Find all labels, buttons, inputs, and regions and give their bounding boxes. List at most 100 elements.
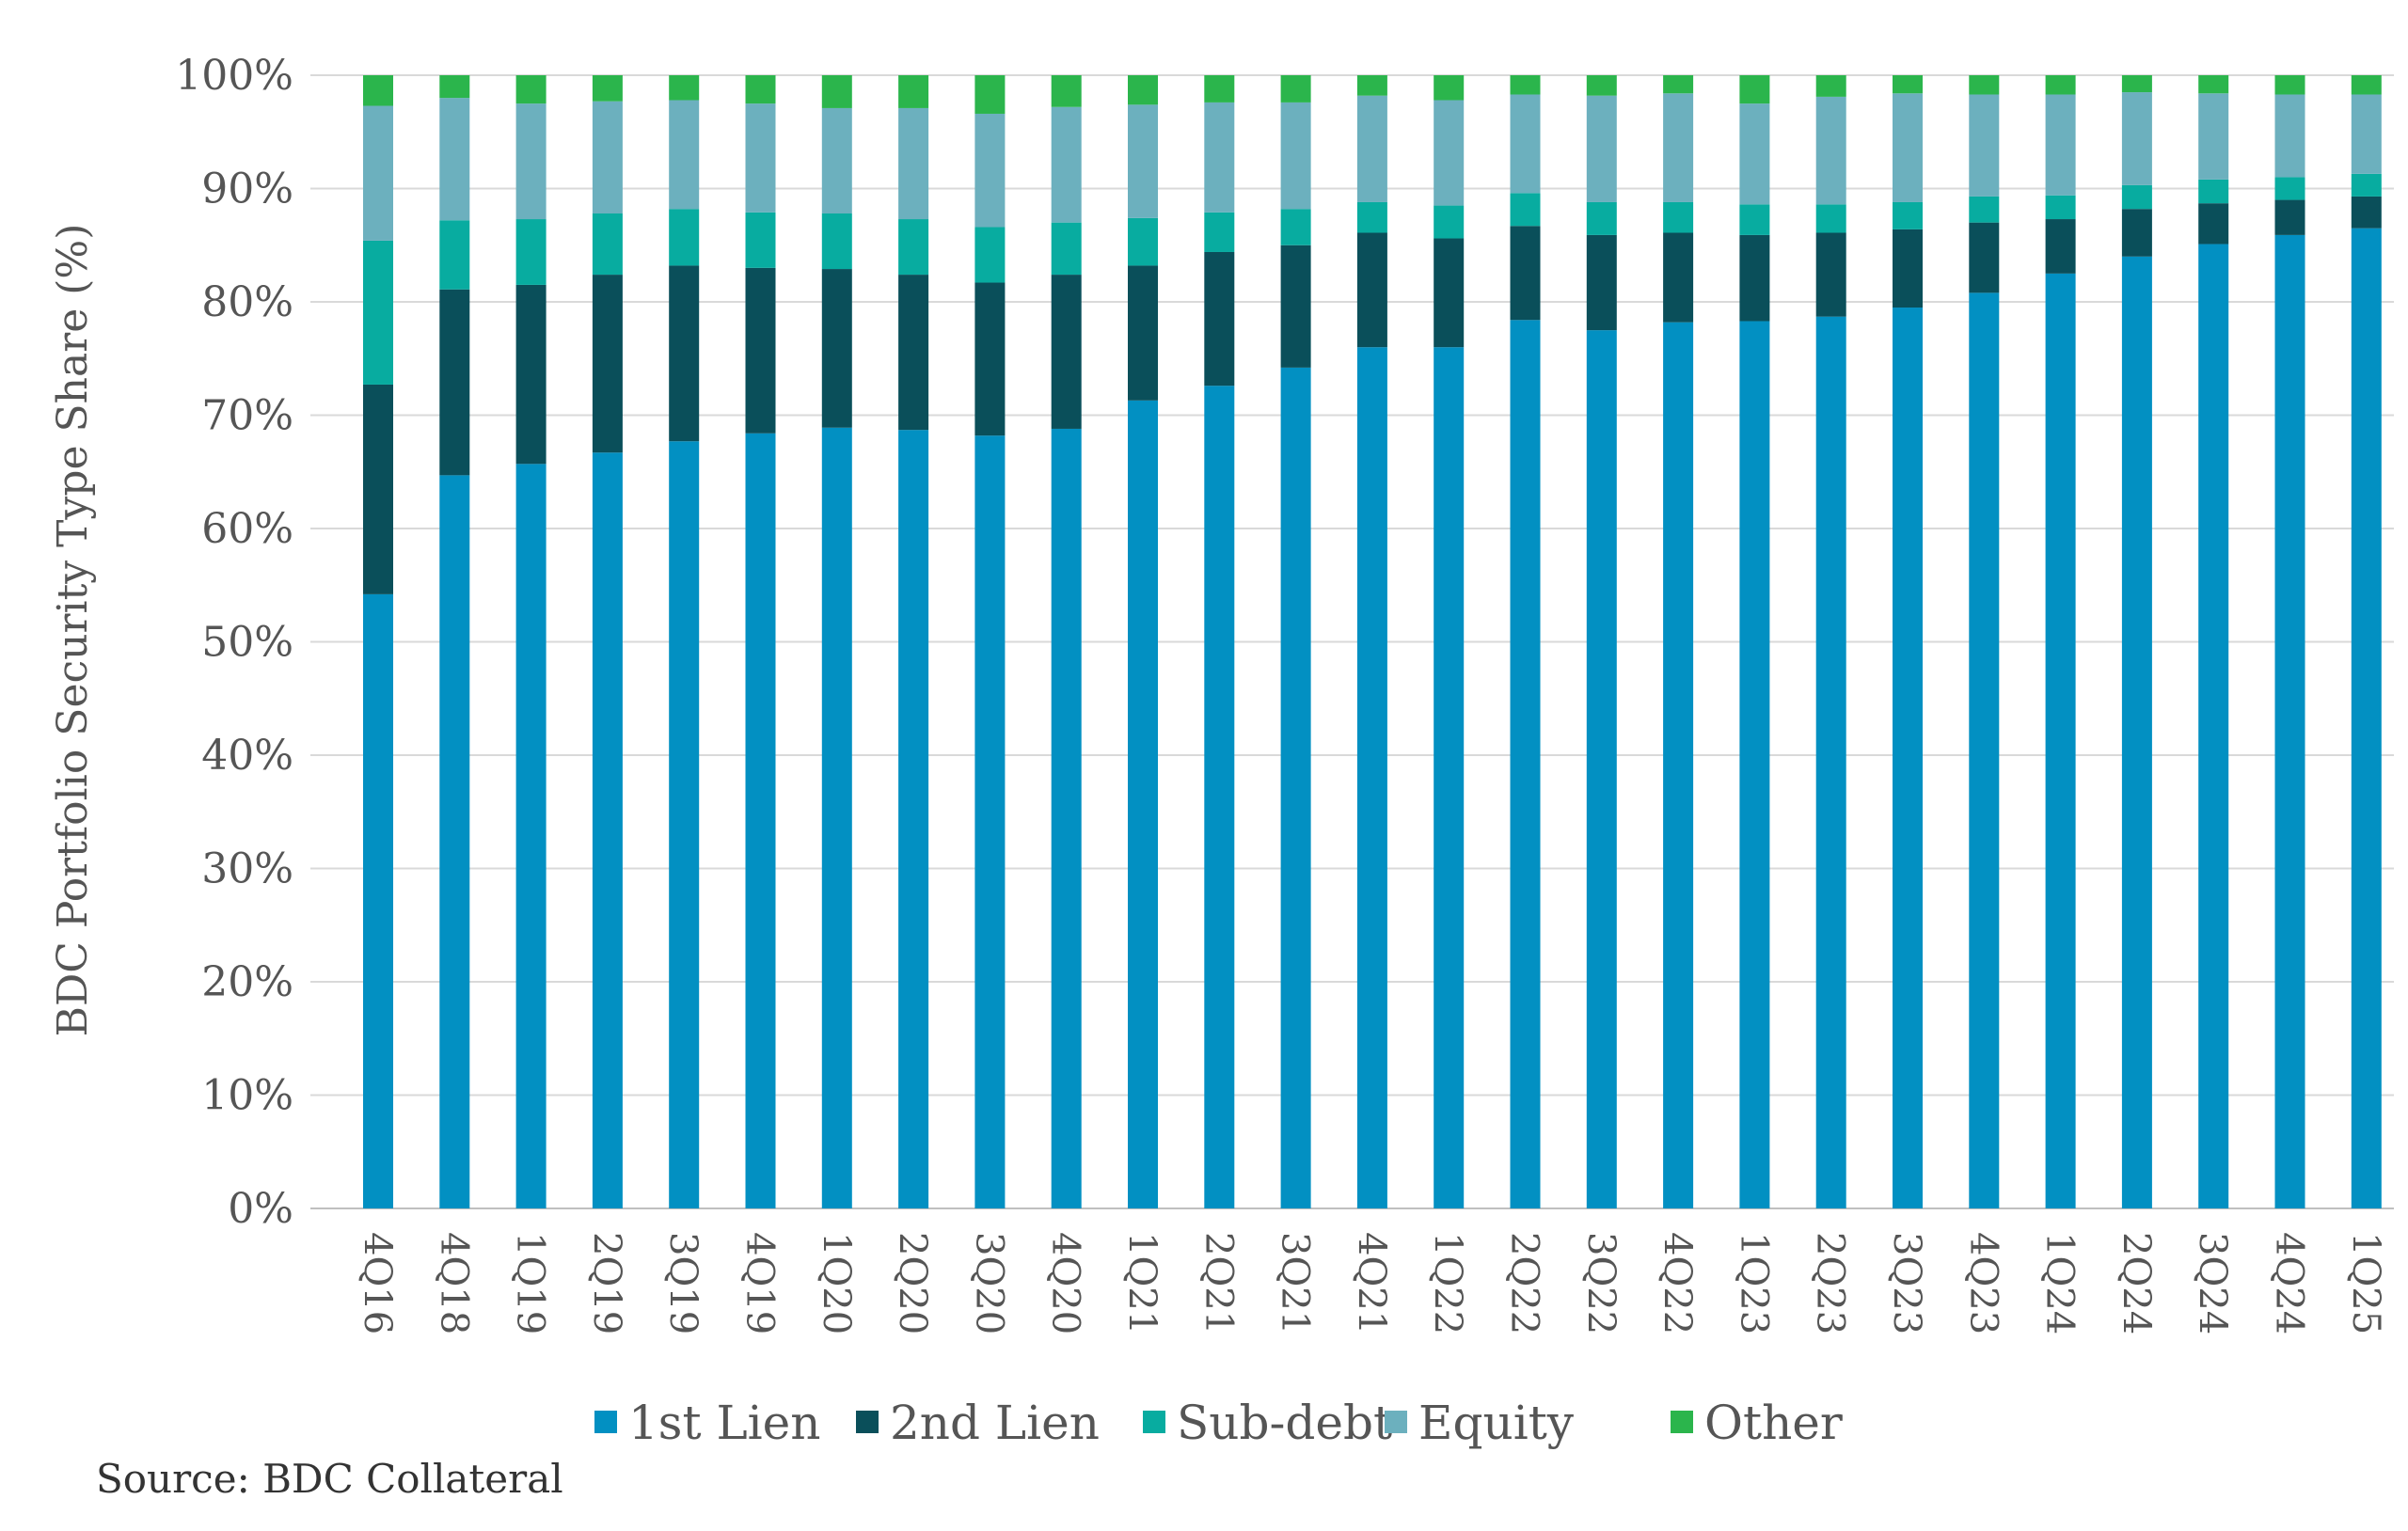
bar-segment	[1510, 75, 1541, 95]
bar-segment	[1969, 222, 2000, 293]
bar-segment	[1739, 321, 1770, 1208]
x-tick-label: 1Q25	[2344, 1232, 2387, 1334]
bar-segment	[1204, 251, 1235, 387]
x-tick-label: 1Q22	[1426, 1232, 1469, 1334]
bar-segment	[974, 227, 1006, 283]
x-tick-label: 1Q20	[815, 1232, 858, 1334]
bar-segment	[1128, 217, 1158, 266]
legend: 1st Lien 2nd Lien Sub-debt Equity Other	[594, 1396, 1843, 1450]
bar-segment	[974, 282, 1006, 436]
bar-segment	[515, 75, 547, 104]
bar-segment	[1893, 75, 1923, 94]
bar-segment	[1739, 204, 1770, 235]
bar-segment	[1356, 201, 1387, 233]
bar-segment	[1434, 205, 1465, 239]
bar-segment	[1739, 234, 1770, 322]
x-tick-label: 2Q22	[1503, 1232, 1546, 1334]
x-tick-label: 4Q23	[1961, 1232, 2004, 1334]
bar-segment	[2274, 234, 2305, 1208]
bar-segment	[1893, 308, 1923, 1208]
bar-segment	[2274, 75, 2305, 95]
bar-segment	[2351, 196, 2382, 229]
y-tick-label: 50%	[201, 619, 293, 667]
bar-segment	[1586, 95, 1617, 202]
bars	[363, 75, 2382, 1209]
bar-segment	[2198, 179, 2229, 204]
legend-swatch	[594, 1411, 617, 1433]
bar-segment	[1128, 104, 1158, 218]
bar-segment	[1586, 234, 1617, 331]
bar-segment	[974, 75, 1006, 114]
x-tick-label: 4Q24	[2268, 1232, 2311, 1334]
x-tick-label: 2Q23	[1809, 1232, 1852, 1334]
y-axis-title: BDC Portfolio Security Type Share (%)	[49, 224, 97, 1037]
bar-segment	[2045, 75, 2076, 95]
bar-segment	[669, 209, 700, 266]
legend-swatch	[1143, 1411, 1165, 1433]
bar-segment	[974, 435, 1006, 1208]
bar-segment	[2198, 244, 2229, 1208]
bar-segment	[2121, 184, 2152, 210]
bar-segment	[439, 289, 470, 476]
x-tick-label: 4Q20	[1044, 1232, 1087, 1334]
y-tick-label: 0%	[228, 1185, 293, 1233]
bar-segment	[2121, 256, 2152, 1208]
x-tick-label: 3Q24	[2191, 1232, 2234, 1334]
y-tick-label: 20%	[201, 958, 293, 1006]
x-tick-label: 3Q22	[1579, 1232, 1623, 1334]
bar-segment	[592, 213, 623, 276]
bar-segment	[515, 219, 547, 285]
legend-label: 2nd Lien	[890, 1396, 1100, 1450]
legend-label: 1st Lien	[628, 1396, 820, 1450]
bar-segment	[515, 464, 547, 1208]
bar-segment	[745, 103, 776, 213]
bar-segment	[669, 441, 700, 1209]
bar-segment	[363, 105, 393, 241]
bar-segment	[1051, 75, 1082, 107]
bar-segment	[1586, 201, 1617, 235]
bar-segment	[1969, 94, 2000, 197]
bar-segment	[1663, 232, 1694, 323]
bar-segment	[515, 103, 547, 220]
bar-segment	[1051, 106, 1082, 223]
bar-segment	[2351, 228, 2382, 1208]
bar-segment	[1204, 386, 1235, 1208]
source-note: Source: BDC Collateral	[96, 1456, 563, 1502]
bar-segment	[1434, 75, 1465, 101]
bar-segment	[1586, 330, 1617, 1208]
y-tick-label: 90%	[201, 166, 293, 213]
x-axis-tick-labels: 4Q16 4Q18 1Q19 2Q19 3Q19 4Q19 1Q20 2Q20 3Q20 4Q20…	[356, 1232, 2387, 1334]
bar-segment	[821, 427, 852, 1208]
x-tick-label: 1Q24	[2038, 1232, 2082, 1334]
bar-segment	[1510, 320, 1541, 1208]
bar-segment	[2121, 75, 2152, 93]
bar-segment	[592, 75, 623, 102]
bar-segment	[439, 475, 470, 1208]
bar-segment	[1815, 316, 1846, 1208]
x-tick-label: 1Q23	[1732, 1232, 1775, 1334]
bar-segment	[1051, 275, 1082, 429]
bar-segment	[1128, 400, 1158, 1209]
bar-segment	[1739, 103, 1770, 205]
bar-segment	[1434, 347, 1465, 1208]
x-tick-label: 2Q20	[891, 1232, 934, 1334]
bar-segment	[1663, 322, 1694, 1208]
bar-segment	[821, 107, 852, 214]
bar-segment	[1204, 212, 1235, 252]
bar-segment	[1356, 95, 1387, 202]
bar-segment	[1510, 193, 1541, 227]
bar-segment	[669, 75, 700, 101]
bar-segment	[2274, 177, 2305, 200]
bar-segment	[592, 452, 623, 1208]
bar-segment	[1969, 75, 2000, 95]
x-tick-label: 1Q21	[1120, 1232, 1164, 1334]
bar-segment	[2198, 93, 2229, 180]
bar-segment	[1280, 102, 1311, 210]
y-tick-label: 60%	[201, 505, 293, 553]
bar-segment	[1128, 75, 1158, 105]
bar-segment	[439, 75, 470, 99]
bar-segment	[515, 284, 547, 465]
bar-segment	[1280, 75, 1311, 103]
bar-segment	[1739, 75, 1770, 104]
bar-segment	[1510, 94, 1541, 194]
